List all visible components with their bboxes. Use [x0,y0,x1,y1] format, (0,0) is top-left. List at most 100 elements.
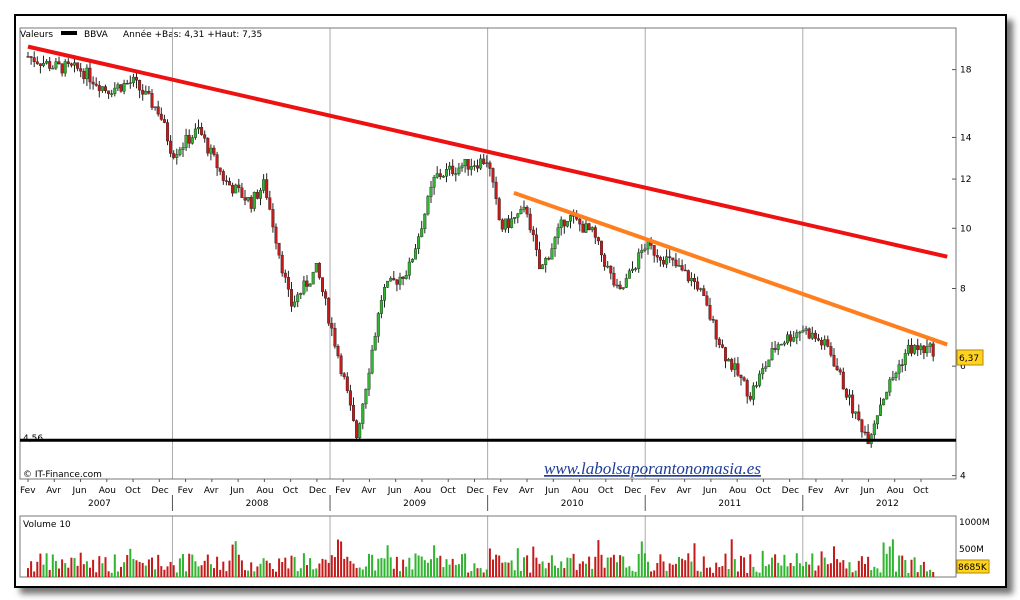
volume-bar [888,546,891,577]
trendlines [20,44,956,442]
candle-body [795,332,799,338]
title-prefix: Valeurs [20,30,53,40]
volume-bar [513,570,516,577]
volume-bar [433,545,436,577]
candle-body [258,190,262,199]
volume-bar [581,561,584,577]
volume-bar [709,567,711,577]
candle-body [26,56,30,58]
volume-bar [306,565,308,577]
volume-bar [237,554,240,577]
candle-body [714,319,718,340]
volume-bar [157,554,160,577]
volume-bar [436,557,439,577]
volume-bar [616,562,618,577]
candle-body [835,365,839,371]
volume-bar [907,572,910,577]
x-tick-label: Dec [151,486,168,496]
candle-body [857,411,861,421]
last-price-label: 6,37 [959,354,979,364]
volume-bar [457,564,460,577]
candle-body [414,248,418,260]
volume-bar [870,570,873,577]
candle-body [503,218,507,230]
x-tick-label: Jun [387,486,402,496]
candle-body [581,223,585,233]
candle-body [441,175,445,178]
candle-body [308,283,312,287]
candle-body [221,171,225,181]
candle-body [603,254,607,267]
volume-bar [389,557,392,577]
volume-bar [423,560,426,577]
volume-bar [417,555,420,577]
candle-body [652,245,656,256]
volume-bar [789,562,792,577]
candle-body [838,369,842,373]
volume-bar [113,554,116,577]
volume-bar [42,564,45,577]
volume-bar [736,571,739,577]
x-tick-label: Dec [466,486,483,496]
candle-body [621,287,625,289]
candle-body [507,218,511,228]
volume-tick-500m: 500M [959,545,984,555]
volume-bar [823,557,826,577]
volume-bar [343,558,346,577]
candle-body [76,62,80,69]
candle-body [82,70,86,80]
volume-bar [244,570,246,577]
volume-bar [597,540,600,577]
volume-bar [82,564,85,577]
candle-body [900,364,904,366]
candle-body [696,281,700,290]
volume-bar [501,562,504,577]
volume-bar [612,554,615,577]
volume-bar [461,554,463,577]
candle-body [897,364,901,374]
website-watermark[interactable]: www.labolsaporantonomasia.es [544,459,761,478]
volume-bar [256,566,259,577]
candle-body [367,372,371,390]
candle-body [724,347,728,362]
candle-body [826,339,830,347]
x-tick-label: Dec [624,486,641,496]
volume-bar [61,559,64,577]
candle-body [755,385,759,387]
candle-body [175,154,179,158]
volume-bar [678,556,680,577]
candle-body [727,359,731,362]
volume-bar [926,571,928,577]
volume-bar [377,558,380,577]
volume-bar [932,571,935,577]
candle-body [817,338,821,341]
candle-body [265,179,269,198]
volume-bar [758,572,761,577]
candle-body [417,236,421,249]
candle-body [274,226,278,244]
candle-body [66,61,70,64]
volume-last-label: 8685K [958,563,988,573]
candle-body [283,272,287,278]
volume-bar [588,556,591,577]
candle-body [215,154,219,169]
volume-bar [721,566,724,577]
candle-body [438,173,442,177]
volume-bar [151,557,153,577]
axes: 4 6 8 10 12 14 18 Fev Avr Jun Aou Oct Dec Fev Avr Jun Ao… [20,66,972,511]
candle-body [522,206,526,210]
volume-bar [591,568,594,577]
x-tick-label: Fev [178,486,194,496]
volume-bar [764,566,767,577]
volume-bar [470,571,473,577]
volume-bar [197,566,200,577]
volume-bar [879,572,882,577]
volume-bar [479,568,482,577]
volume-bar [864,563,866,577]
candle-body [913,345,917,354]
candle-body [544,258,548,265]
candle-body [398,276,402,285]
candle-body [209,147,213,154]
candle-body [57,61,61,64]
candle-body [891,377,895,380]
